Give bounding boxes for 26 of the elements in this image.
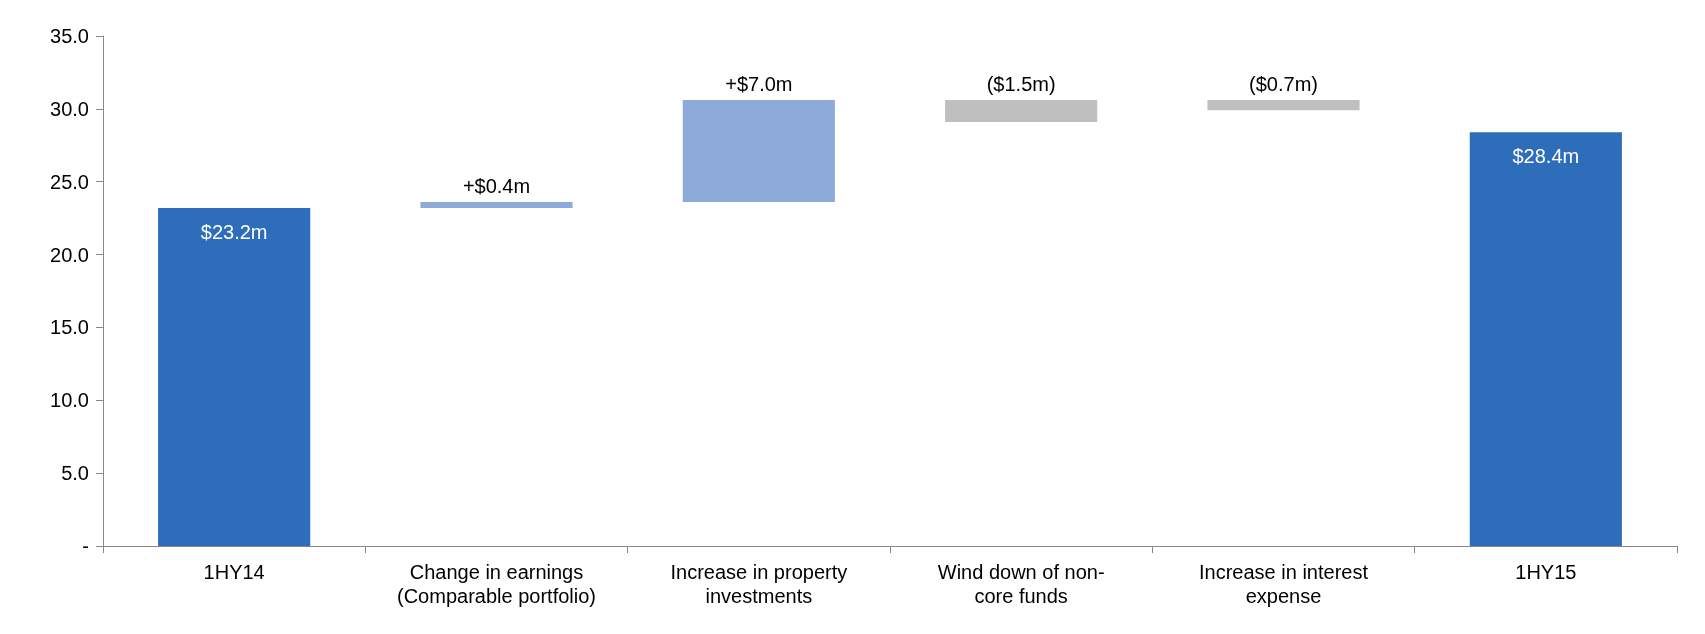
data-label: ($0.7m) <box>1249 73 1318 96</box>
y-tick-label: 20.0 <box>50 243 89 266</box>
x-tick-label: Increase in property investments <box>670 561 848 607</box>
data-label: +$7.0m <box>725 73 793 96</box>
data-label: $23.2m <box>200 220 268 243</box>
bar <box>1469 132 1622 546</box>
bar <box>420 202 573 208</box>
bar <box>945 100 1098 122</box>
y-tick-label: 35.0 <box>50 25 89 47</box>
data-label: ($1.5m) <box>986 73 1056 96</box>
bar <box>682 100 835 203</box>
y-tick-label: 25.0 <box>50 170 89 193</box>
y-tick-label: 5.0 <box>61 462 89 485</box>
bar <box>158 207 311 546</box>
bar <box>1207 100 1360 111</box>
x-tick-label: 1HY14 <box>203 561 265 583</box>
y-tick-label: - <box>82 535 89 557</box>
data-label: $28.4m <box>1512 145 1580 168</box>
x-tick-label: 1HY15 <box>1515 561 1577 583</box>
x-tick-label: Change in earnings (Comparable portfolio) <box>397 561 596 607</box>
x-tick-label: Wind down of non- core funds <box>937 561 1105 607</box>
data-label: +$0.4m <box>462 175 531 198</box>
y-tick-label: 30.0 <box>50 97 89 120</box>
y-tick-label: 10.0 <box>50 389 89 412</box>
y-tick-label: 15.0 <box>50 316 89 339</box>
x-tick-label: Increase in interest expense <box>1199 561 1369 607</box>
